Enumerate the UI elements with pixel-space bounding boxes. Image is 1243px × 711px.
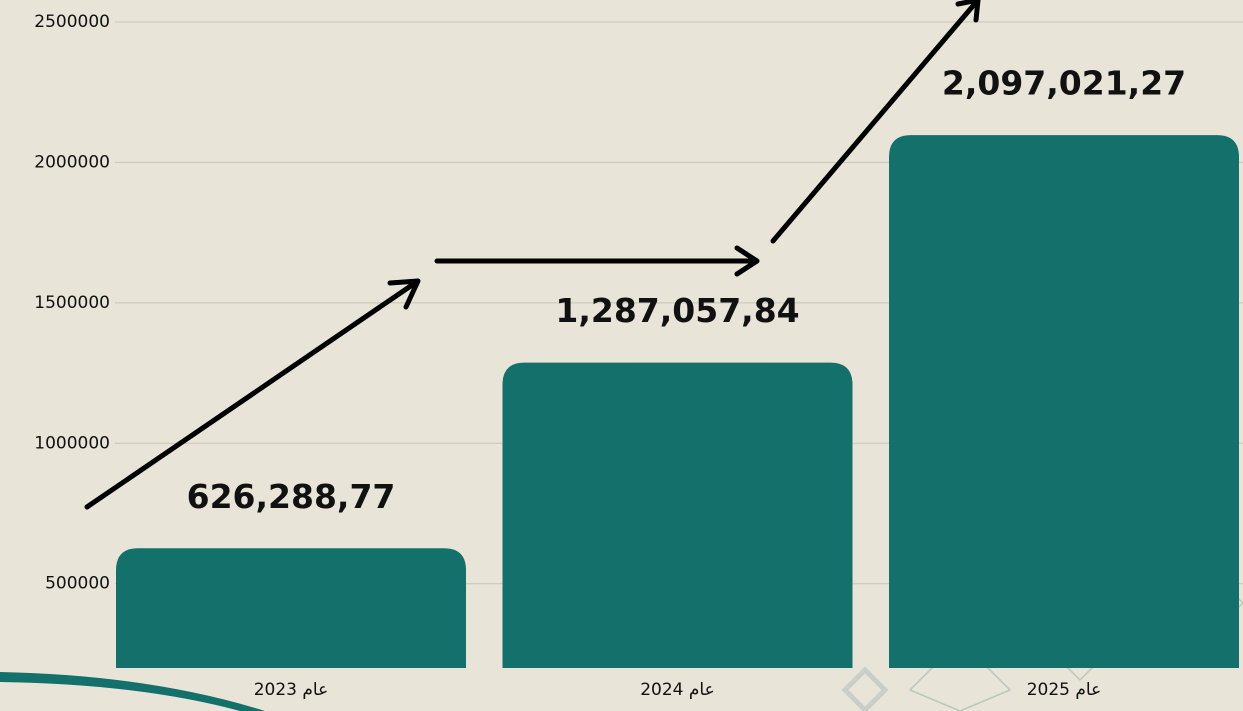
y-tick-label: 2500000: [34, 12, 110, 32]
x-tick-label: عام 2023: [254, 680, 329, 700]
value-label: 2,097,021,27: [942, 64, 1186, 103]
plot-area: 500000 1000000 1500000 2000000 2500000 626,28…: [34, 12, 1243, 700]
x-tick-label: عام 2025: [1027, 680, 1102, 700]
y-tick-label: 1500000: [34, 293, 110, 313]
value-label: 1,287,057,84: [555, 291, 799, 330]
bar: [889, 135, 1239, 669]
y-tick-label: 500000: [45, 574, 110, 594]
y-tick-label: 2000000: [34, 152, 110, 172]
decoration: [0, 672, 265, 711]
value-label: 626,288,77: [187, 477, 396, 516]
bar: [502, 362, 853, 668]
x-tick-label: عام 2024: [640, 680, 715, 700]
decoration: [841, 666, 889, 711]
arrows: [84, 0, 981, 510]
bar: [116, 548, 466, 668]
y-tick-label: 1000000: [34, 433, 110, 453]
